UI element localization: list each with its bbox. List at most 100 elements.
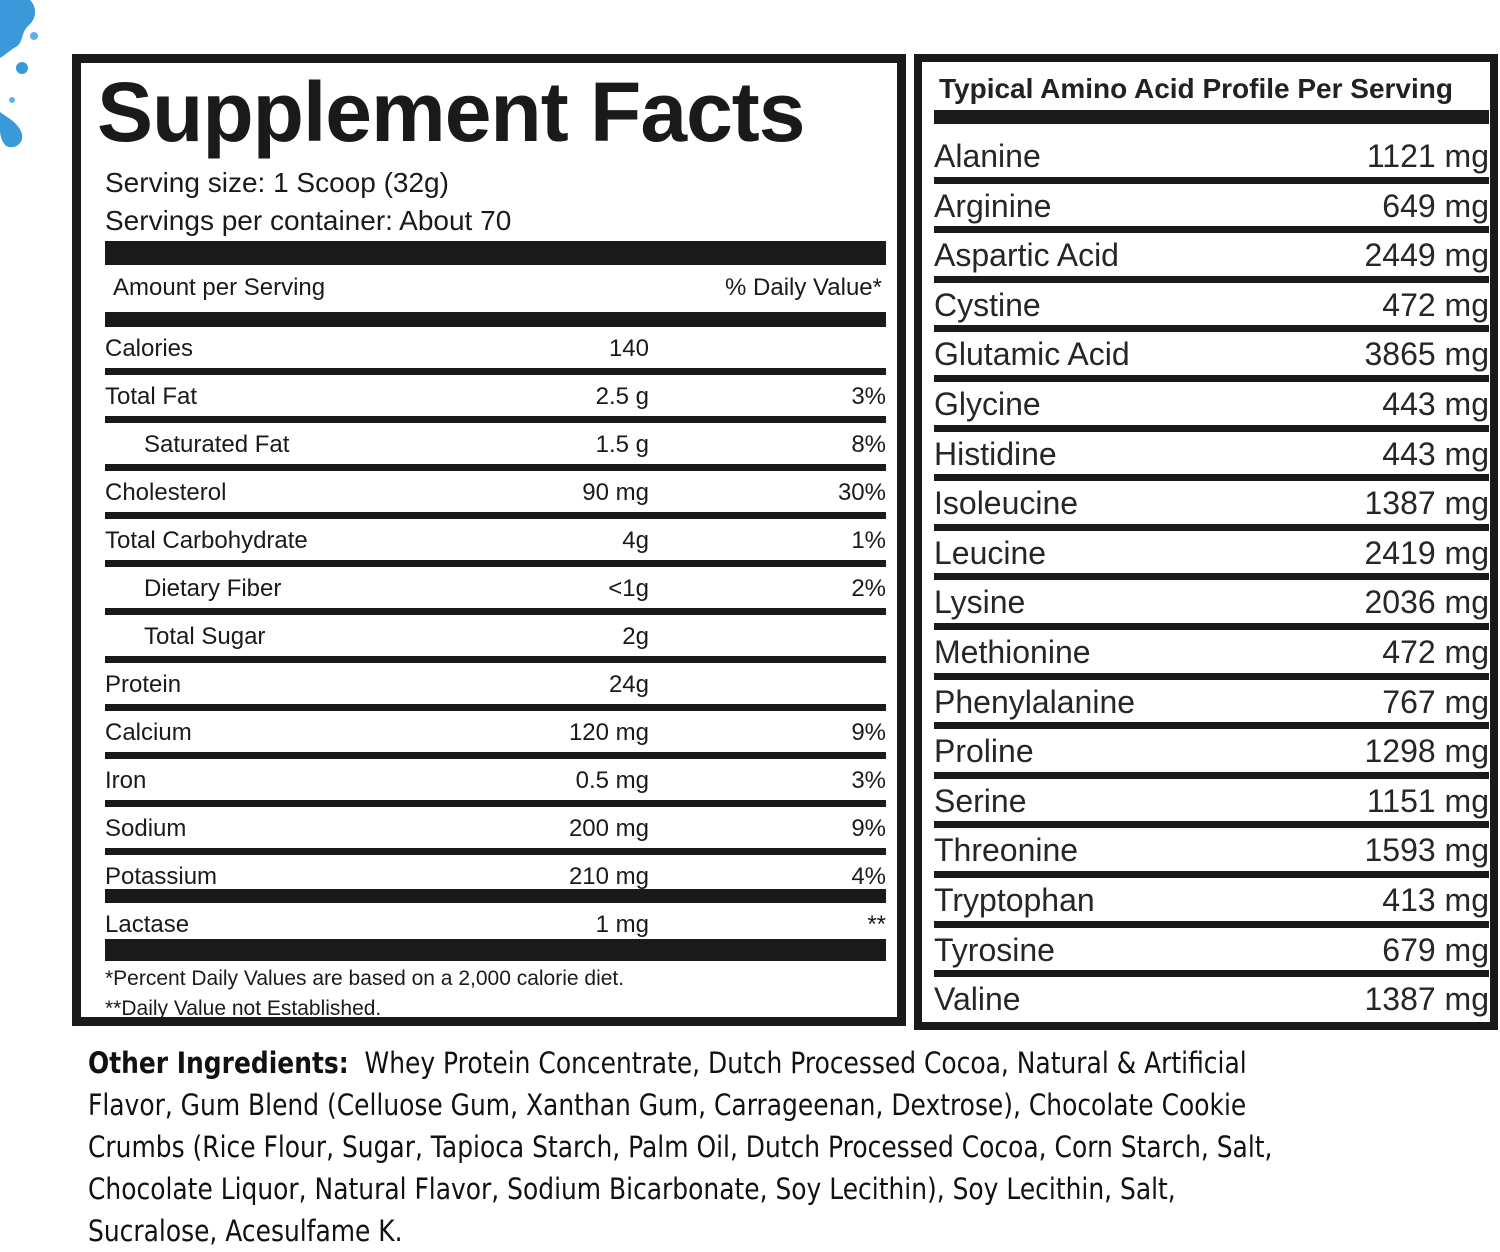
amino-name: Alanine xyxy=(934,138,1041,174)
amino-row: Valine 1387 mg xyxy=(934,977,1489,1027)
row-divider xyxy=(934,573,1489,581)
row-divider xyxy=(105,656,886,663)
nutrient-daily-value: ** xyxy=(867,911,886,938)
thick-divider xyxy=(105,241,886,265)
nutrient-amount: 24g xyxy=(608,671,649,698)
thick-divider xyxy=(105,939,886,961)
amino-amount: 413 mg xyxy=(1382,882,1489,918)
nutrient-amount: 210 mg xyxy=(568,863,649,890)
nutrient-name: Potassium xyxy=(105,863,218,890)
nutrient-row: Potassium 210 mg 4% xyxy=(105,855,886,903)
row-divider xyxy=(105,608,886,615)
supplement-facts-title: Supplement Facts xyxy=(97,65,805,159)
amino-row: Threonine 1593 mg xyxy=(934,828,1489,878)
row-divider xyxy=(934,870,1489,878)
amino-amount: 767 mg xyxy=(1382,683,1489,720)
amino-name: Cystine xyxy=(934,286,1041,323)
nutrient-daily-value: 9% xyxy=(851,719,886,746)
row-divider xyxy=(105,848,886,855)
amino-row: Alanine 1121 mg xyxy=(934,134,1489,184)
amino-amount: 2449 mg xyxy=(1364,237,1489,274)
row-divider xyxy=(934,970,1489,978)
amino-row: Proline 1298 mg xyxy=(934,729,1489,779)
row-divider xyxy=(934,622,1489,630)
amino-name: Proline xyxy=(934,733,1034,770)
thick-divider xyxy=(934,110,1489,124)
row-divider xyxy=(105,889,886,903)
nutrient-amount: 90 mg xyxy=(582,479,649,506)
nutrient-row: Dietary Fiber <1g 2% xyxy=(105,567,886,615)
nutrient-row: Iron 0.5 mg 3% xyxy=(105,759,886,807)
amino-name: Glutamic Acid xyxy=(934,336,1130,373)
nutrient-name: Sodium xyxy=(105,815,187,842)
nutrient-name: Calories xyxy=(105,335,194,362)
amino-row: Cystine 472 mg xyxy=(934,283,1489,333)
nutrient-daily-value: 30% xyxy=(837,479,886,506)
nutrient-row: Lactase 1 mg ** xyxy=(105,903,886,951)
not-established-footnote: **Daily Value not Established. xyxy=(105,997,382,1020)
amino-amount: 1298 mg xyxy=(1364,733,1489,770)
nutrient-row: Calories 140 xyxy=(105,327,886,375)
amino-amount: 1121 mg xyxy=(1366,138,1489,174)
amino-name: Serine xyxy=(934,782,1027,819)
row-divider xyxy=(105,560,886,567)
nutrient-daily-value: 2% xyxy=(851,575,886,602)
other-ingredients-label: Other Ingredients: xyxy=(88,1046,349,1080)
row-divider xyxy=(934,176,1489,184)
nutrient-row: Sodium 200 mg 9% xyxy=(105,807,886,855)
amino-row: Lysine 2036 mg xyxy=(934,580,1489,630)
row-divider xyxy=(105,368,886,375)
nutrient-daily-value: 3% xyxy=(851,767,886,794)
amount-per-serving-header: Amount per Serving xyxy=(113,274,326,301)
amino-amount: 1593 mg xyxy=(1364,832,1489,869)
amino-name: Tyrosine xyxy=(934,931,1055,968)
amino-amount: 1151 mg xyxy=(1366,782,1489,819)
row-divider xyxy=(934,920,1489,928)
nutrient-row: Saturated Fat 1.5 g 8% xyxy=(105,423,886,471)
amino-row: Arginine 649 mg xyxy=(934,184,1489,234)
row-divider xyxy=(934,374,1489,382)
serving-size: Serving size: 1 Scoop (32g) xyxy=(105,167,449,198)
amino-name: Phenylalanine xyxy=(934,683,1136,720)
amino-row: Glutamic Acid 3865 mg xyxy=(934,332,1489,382)
amino-row: Tyrosine 679 mg xyxy=(934,928,1489,978)
amino-name: Isoleucine xyxy=(934,485,1079,522)
amino-row: Tryptophan 413 mg xyxy=(934,878,1489,928)
nutrient-amount: 1.5 g xyxy=(595,431,649,458)
amino-name: Tryptophan xyxy=(934,882,1095,918)
amino-name: Histidine xyxy=(934,435,1057,472)
row-divider xyxy=(934,474,1489,482)
daily-value-footnote: *Percent Daily Values are based on a 2,0… xyxy=(105,967,625,990)
supplement-facts-panel: Supplement Facts Serving size: 1 Scoop (… xyxy=(72,54,906,1026)
nutrient-amount: 4g xyxy=(622,527,649,554)
nutrient-name: Total Fat xyxy=(105,383,198,410)
nutrient-name: Lactase xyxy=(105,911,190,938)
amino-acid-profile-panel: Typical Amino Acid Profile Per Serving A… xyxy=(914,54,1498,1030)
amino-row: Phenylalanine 767 mg xyxy=(934,680,1489,730)
amino-row: Leucine 2419 mg xyxy=(934,531,1489,581)
amino-amount: 2419 mg xyxy=(1364,534,1489,571)
nutrient-daily-value: 9% xyxy=(851,815,886,842)
daily-value-header: % Daily Value* xyxy=(725,274,882,301)
amino-amount: 3865 mg xyxy=(1364,336,1489,373)
amino-row: Glycine 443 mg xyxy=(934,382,1489,432)
row-divider xyxy=(105,752,886,759)
row-divider xyxy=(934,771,1489,779)
amino-name: Methionine xyxy=(934,634,1091,670)
nutrient-amount: 2g xyxy=(622,623,649,650)
nutrient-row: Cholesterol 90 mg 30% xyxy=(105,471,886,519)
nutrient-name: Dietary Fiber xyxy=(144,575,282,602)
amino-row: Histidine 443 mg xyxy=(934,432,1489,482)
row-divider xyxy=(934,722,1489,730)
row-divider xyxy=(934,275,1489,283)
amino-name: Leucine xyxy=(934,534,1047,571)
nutrient-row: Total Fat 2.5 g 3% xyxy=(105,375,886,423)
nutrient-row: Calcium 120 mg 9% xyxy=(105,711,886,759)
nutrient-amount: 2.5 g xyxy=(595,383,649,410)
amino-name: Lysine xyxy=(934,584,1026,621)
other-ingredients: Other Ingredients: Whey Protein Concentr… xyxy=(88,1042,1283,1252)
nutrient-amount: <1g xyxy=(608,575,649,602)
amino-amount: 443 mg xyxy=(1382,435,1489,472)
amino-amount: 1387 mg xyxy=(1364,981,1489,1018)
amino-name: Glycine xyxy=(934,386,1041,422)
